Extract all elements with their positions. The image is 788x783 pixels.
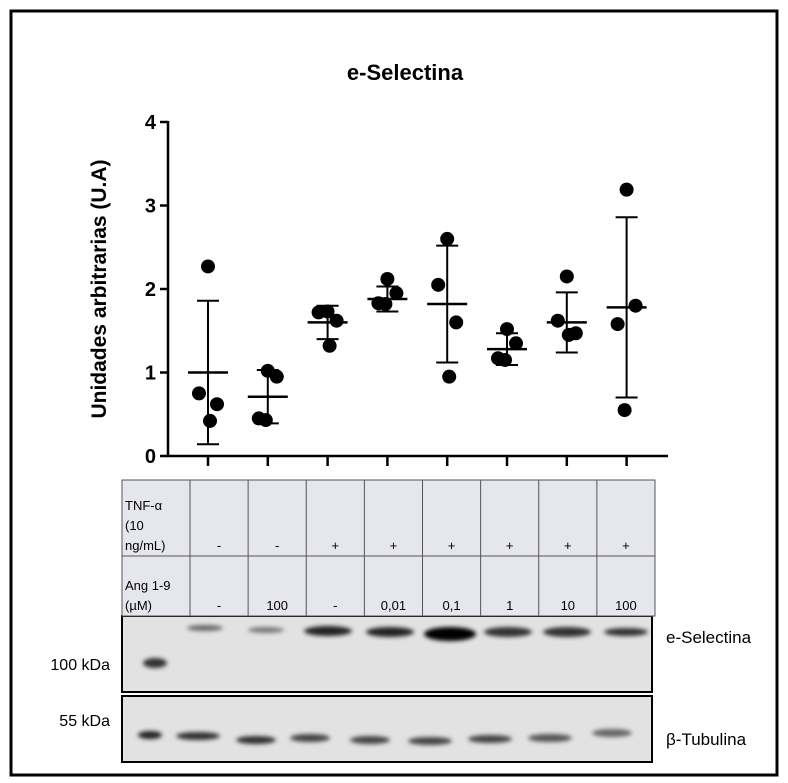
data-point <box>270 370 284 384</box>
row-label: TNF-α <box>125 498 163 513</box>
y-tick-label: 1 <box>145 363 156 385</box>
y-tick-label: 2 <box>145 279 156 301</box>
data-point <box>620 183 634 197</box>
data-point <box>618 403 632 417</box>
cell: + <box>622 538 630 553</box>
figure: e-Selectina Unidades arbitrarias (U.A) 1… <box>0 0 788 778</box>
data-point <box>560 269 574 283</box>
cell: - <box>217 598 221 613</box>
row-label: (µM) <box>125 598 152 613</box>
data-point <box>500 322 514 336</box>
row-label: (10 <box>125 518 144 533</box>
cell: 0,01 <box>381 598 406 613</box>
cell: - <box>217 538 221 553</box>
data-point <box>203 414 217 428</box>
blot-1 <box>122 616 652 692</box>
data-point <box>498 353 512 367</box>
cell: 1 <box>506 598 513 613</box>
marker-label: 100 kDa <box>50 657 110 674</box>
y-tick-label: 4 <box>145 112 157 134</box>
y-tick-label: 3 <box>145 196 156 218</box>
data-point <box>449 315 463 329</box>
cell: 0,1 <box>443 598 461 613</box>
marker-label: 55 kDa <box>59 713 110 730</box>
cell: 100 <box>266 598 288 613</box>
band-label: β-Tubulina <box>666 730 747 749</box>
blot-2 <box>122 696 652 762</box>
data-point <box>389 286 403 300</box>
data-point <box>440 232 454 246</box>
data-point <box>378 297 392 311</box>
cell: + <box>448 538 456 553</box>
data-point <box>323 339 337 353</box>
data-point <box>201 259 215 273</box>
cell: 100 <box>615 598 637 613</box>
data-point <box>210 397 224 411</box>
data-point <box>259 413 273 427</box>
y-tick-label: 0 <box>145 446 156 468</box>
table-bg <box>122 480 655 616</box>
cell: - <box>275 538 279 553</box>
data-point <box>509 336 523 350</box>
data-point <box>192 386 206 400</box>
cell: + <box>390 538 398 553</box>
data-point <box>562 328 576 342</box>
data-point <box>629 299 643 313</box>
cell: - <box>333 598 337 613</box>
row-label: Ang 1-9 <box>125 578 171 593</box>
cell: + <box>564 538 572 553</box>
row-label: ng/mL) <box>125 538 165 553</box>
cell: 10 <box>561 598 575 613</box>
data-point <box>551 314 565 328</box>
cell: + <box>506 538 514 553</box>
data-point <box>312 305 326 319</box>
data-point <box>330 314 344 328</box>
data-point <box>380 272 394 286</box>
y-axis-label: Unidades arbitrarias (U.A) <box>88 159 111 418</box>
cell: + <box>332 538 340 553</box>
data-point <box>442 370 456 384</box>
band-label: e-Selectina <box>666 628 752 647</box>
chart-title: e-Selectina <box>347 60 464 85</box>
data-point <box>611 317 625 331</box>
data-point <box>431 278 445 292</box>
